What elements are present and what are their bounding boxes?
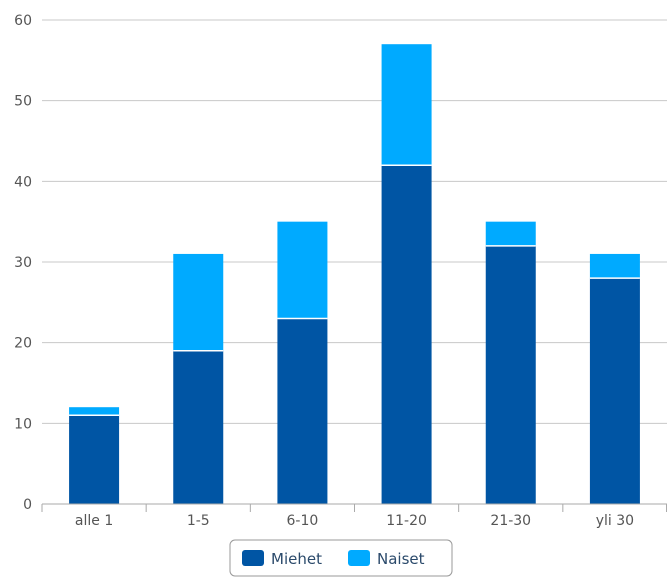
y-tick-label: 60 bbox=[14, 13, 32, 29]
bar-miehet-2[interactable] bbox=[277, 318, 328, 504]
legend[interactable]: Miehet Naiset bbox=[229, 539, 453, 577]
bar-miehet-4[interactable] bbox=[485, 245, 536, 504]
y-tick-label: 10 bbox=[14, 416, 32, 432]
bar-miehet-1[interactable] bbox=[173, 350, 224, 504]
x-tick-label: alle 1 bbox=[75, 513, 113, 529]
y-tick-label: 40 bbox=[14, 174, 32, 190]
bar-naiset-3[interactable] bbox=[381, 44, 432, 166]
bar-miehet-0[interactable] bbox=[69, 415, 120, 504]
legend-label: Naiset bbox=[377, 550, 425, 568]
y-axis-tick-labels: 0 10 20 30 40 50 60 bbox=[14, 13, 32, 513]
y-tick-label: 50 bbox=[14, 94, 32, 110]
grid-lines bbox=[42, 19, 667, 424]
y-tick-label: 30 bbox=[14, 255, 32, 271]
x-axis bbox=[41, 503, 667, 512]
bar-miehet-3[interactable] bbox=[381, 165, 432, 504]
x-tick-label: yli 30 bbox=[596, 513, 634, 529]
bars bbox=[69, 44, 640, 504]
legend-swatch bbox=[348, 550, 370, 566]
x-tick-label: 1-5 bbox=[187, 513, 210, 529]
bar-naiset-5[interactable] bbox=[589, 253, 640, 279]
x-axis-tick-labels: alle 1 1-5 6-10 11-20 21-30 yli 30 bbox=[75, 513, 634, 529]
legend-item-naiset[interactable]: Naiset bbox=[348, 550, 425, 568]
bar-naiset-0[interactable] bbox=[69, 407, 120, 416]
y-tick-label: 20 bbox=[14, 336, 32, 352]
x-tick-label: 21-30 bbox=[490, 513, 531, 529]
bar-naiset-2[interactable] bbox=[277, 221, 328, 319]
bar-miehet-5[interactable] bbox=[589, 278, 640, 504]
x-tick-label: 6-10 bbox=[287, 513, 319, 529]
x-tick-label: 11-20 bbox=[386, 513, 427, 529]
y-tick-label: 0 bbox=[23, 497, 32, 513]
legend-box bbox=[229, 539, 453, 577]
bar-naiset-4[interactable] bbox=[485, 221, 536, 246]
legend-item-miehet[interactable]: Miehet bbox=[242, 550, 322, 568]
legend-swatch bbox=[242, 550, 264, 566]
legend-label: Miehet bbox=[271, 550, 322, 568]
bar-naiset-1[interactable] bbox=[173, 253, 224, 351]
